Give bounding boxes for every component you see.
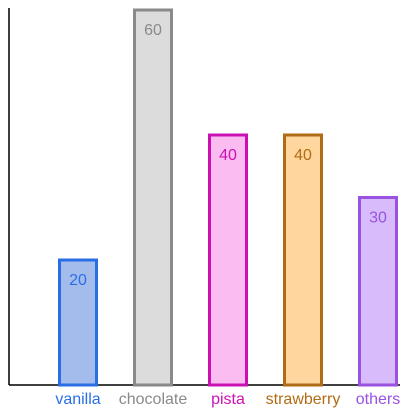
category-label-strawberry: strawberry (266, 391, 341, 408)
category-label-others: others (356, 391, 400, 408)
category-label-pista: pista (211, 391, 245, 408)
bar-strawberry (283, 133, 323, 387)
value-label-vanilla: 20 (69, 272, 87, 289)
value-label-strawberry: 40 (294, 147, 312, 164)
bar-vanilla (58, 258, 98, 387)
value-label-others: 30 (369, 210, 387, 227)
category-label-chocolate: chocolate (119, 391, 188, 408)
bar-others (358, 196, 398, 387)
bars-group (58, 8, 398, 387)
value-label-pista: 40 (219, 147, 237, 164)
bar-chocolate (133, 8, 173, 387)
bar-pista (208, 133, 248, 387)
value-label-chocolate: 60 (144, 22, 162, 39)
labels-group: 20 vanilla 60 chocolate 40 pista 40 strawberry 3… (55, 22, 400, 408)
category-label-vanilla: vanilla (55, 391, 100, 408)
